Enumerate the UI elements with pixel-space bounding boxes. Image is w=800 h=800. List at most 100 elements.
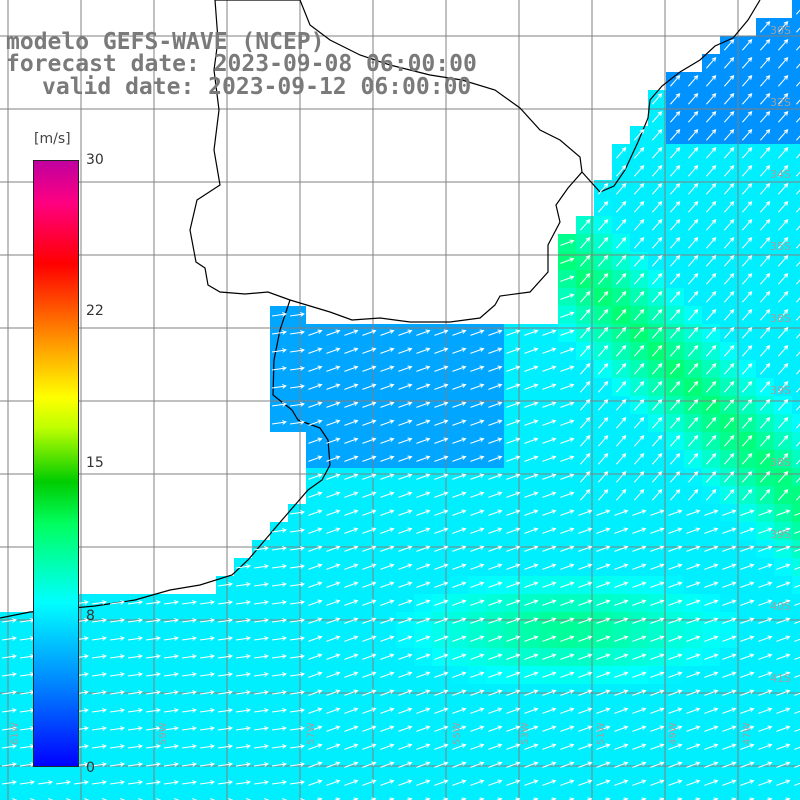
- wind-arrow: [724, 200, 735, 213]
- wind-arrow: [442, 797, 449, 800]
- wind-arrow: [652, 452, 663, 465]
- wind-arrow: [632, 743, 647, 750]
- wind-arrow: [740, 635, 755, 642]
- wind-arrow: [308, 383, 323, 390]
- wind-arrow: [614, 671, 629, 678]
- wind-arrow: [724, 74, 735, 87]
- wind-arrow: [470, 743, 485, 750]
- wind-arrow: [326, 635, 341, 642]
- wind-arrow: [580, 290, 591, 303]
- wind-arrow: [308, 689, 323, 696]
- wind-arrow: [110, 780, 125, 785]
- wind-arrow: [578, 581, 593, 588]
- wind-arrow: [686, 635, 701, 642]
- wind-arrow: [488, 725, 503, 732]
- wind-cell: [450, 792, 468, 800]
- wind-arrow: [706, 236, 717, 249]
- wind-arrow: [200, 600, 215, 605]
- wind-arrow: [686, 725, 701, 732]
- wind-arrow: [416, 383, 431, 390]
- wind-arrow: [272, 726, 287, 731]
- wind-arrow: [706, 380, 717, 393]
- wind-arrow: [560, 581, 575, 588]
- wind-arrow: [742, 398, 753, 411]
- wind-arrow: [290, 384, 305, 389]
- wind-arrow: [344, 563, 359, 570]
- wind-arrow: [578, 527, 593, 534]
- wind-arrow: [236, 654, 251, 659]
- wind-cell: [792, 378, 800, 396]
- wind-arrow: [742, 218, 753, 231]
- wind-arrow: [236, 744, 251, 749]
- wind-cell: [414, 792, 432, 800]
- wind-arrow: [760, 326, 771, 339]
- wind-arrow: [470, 545, 485, 552]
- wind-arrow: [742, 290, 753, 303]
- wind-arrow: [434, 725, 449, 732]
- wind-arrow: [164, 636, 179, 641]
- wind-cell: [0, 792, 18, 800]
- wind-arrow: [146, 600, 161, 605]
- wind-arrow: [616, 344, 627, 357]
- wind-arrow: [542, 635, 557, 642]
- wind-arrow: [758, 743, 773, 750]
- wind-arrow: [614, 689, 629, 696]
- wind-arrow: [632, 779, 647, 786]
- wind-arrow: [724, 146, 735, 159]
- wind-arrow: [724, 128, 735, 141]
- wind-arrow: [388, 797, 395, 800]
- wind-cell: [540, 792, 558, 800]
- wind-arrow: [506, 455, 521, 462]
- wind-arrow: [542, 671, 557, 678]
- wind-arrow: [434, 563, 449, 570]
- wind-arrow: [344, 455, 359, 462]
- wind-arrow: [760, 344, 771, 357]
- wind-cell: [792, 486, 800, 504]
- wind-arrow: [724, 308, 735, 321]
- wind-arrow: [688, 272, 699, 285]
- wind-arrow: [524, 509, 539, 516]
- wind-arrow: [724, 470, 735, 483]
- wind-arrow: [614, 617, 629, 624]
- wind-arrow: [740, 527, 755, 534]
- wind-arrow: [254, 654, 269, 659]
- wind-arrow: [2, 636, 17, 641]
- wind-arrow: [580, 218, 591, 231]
- wind-arrow: [56, 780, 71, 785]
- wind-arrow: [290, 690, 305, 695]
- wind-arrow: [524, 599, 539, 606]
- wind-arrow: [488, 383, 503, 390]
- wind-arrow: [634, 200, 645, 213]
- wind-arrow: [794, 530, 800, 534]
- wind-arrow: [460, 797, 467, 800]
- wind-cell: [792, 198, 800, 216]
- wind-arrow: [760, 110, 771, 123]
- wind-arrow: [652, 128, 663, 141]
- wind-arrow: [2, 690, 17, 695]
- wind-arrow: [778, 488, 789, 501]
- wind-arrow: [182, 744, 197, 749]
- wind-arrow: [760, 362, 771, 375]
- wind-arrow: [778, 380, 789, 393]
- wind-arrow: [398, 599, 413, 606]
- wind-arrow: [254, 600, 269, 605]
- wind-arrow: [326, 347, 341, 354]
- wind-arrow: [2, 654, 17, 659]
- wind-arrow: [634, 416, 645, 429]
- wind-arrow: [560, 509, 575, 516]
- wind-arrow: [506, 329, 521, 336]
- wind-arrow: [722, 581, 737, 588]
- wind-arrow: [670, 290, 681, 303]
- wind-arrow: [2, 708, 17, 713]
- wind-arrow: [578, 689, 593, 696]
- wind-arrow: [616, 200, 627, 213]
- wind-arrow: [290, 708, 305, 713]
- wind-arrow: [560, 383, 575, 390]
- wind-arrow: [200, 744, 215, 749]
- wind-arrow: [542, 455, 557, 462]
- wind-arrow: [614, 725, 629, 732]
- wind-arrow: [488, 581, 503, 588]
- wind-arrow: [308, 329, 323, 336]
- wind-arrow: [560, 779, 575, 786]
- wind-arrow: [742, 236, 753, 249]
